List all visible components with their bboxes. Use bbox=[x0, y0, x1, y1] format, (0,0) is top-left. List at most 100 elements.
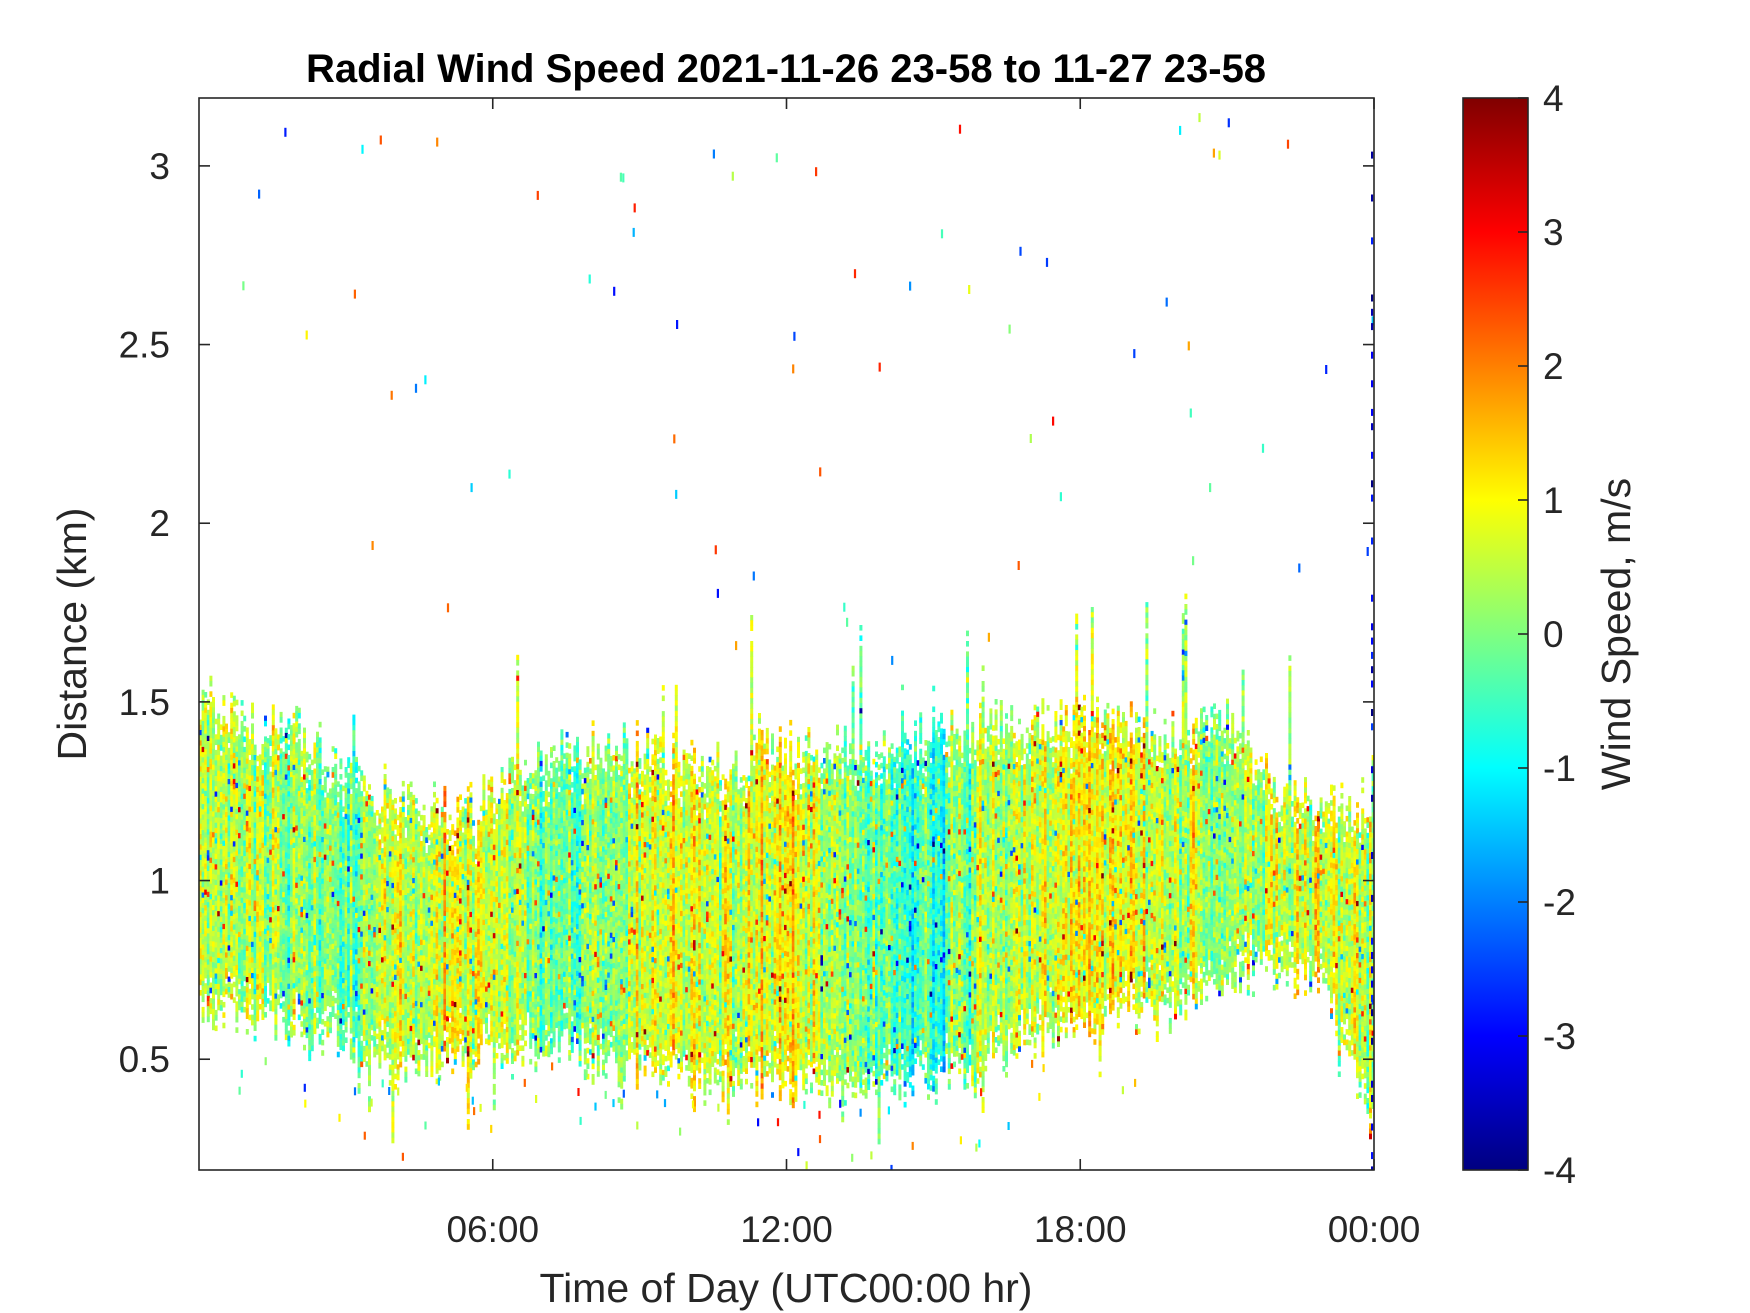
heat-cell bbox=[396, 845, 400, 852]
heat-cell bbox=[362, 926, 366, 932]
heat-cell bbox=[342, 936, 345, 942]
heat-cell bbox=[287, 806, 291, 813]
heat-cell bbox=[365, 884, 369, 890]
heat-cell bbox=[435, 860, 439, 866]
heat-cell bbox=[417, 894, 421, 900]
heat-cell bbox=[396, 923, 400, 930]
heat-cell bbox=[412, 1054, 416, 1061]
heat-cell bbox=[440, 879, 444, 886]
heat-cell bbox=[300, 875, 304, 882]
heat-cell bbox=[349, 934, 353, 940]
heat-cell bbox=[225, 926, 228, 932]
heat-cell bbox=[287, 988, 291, 995]
heat-cell bbox=[334, 951, 338, 957]
heat-cell bbox=[355, 964, 358, 971]
heat-cell bbox=[238, 833, 241, 839]
heat-cell bbox=[308, 1050, 312, 1056]
heat-cell bbox=[339, 992, 343, 998]
heat-cell bbox=[414, 891, 418, 898]
heat-cell bbox=[235, 819, 239, 825]
heat-cell bbox=[240, 798, 244, 805]
heat-cell bbox=[264, 975, 267, 982]
heat-cell bbox=[212, 962, 215, 968]
heat-cell bbox=[401, 952, 405, 959]
heat-cell bbox=[427, 928, 431, 934]
heat-cell bbox=[284, 1029, 288, 1035]
heat-cell bbox=[217, 999, 221, 1006]
heat-cell bbox=[245, 826, 249, 832]
heat-cell bbox=[284, 878, 288, 885]
heat-cell bbox=[404, 1025, 408, 1031]
heat-cell bbox=[209, 831, 213, 838]
heat-cell bbox=[370, 915, 374, 922]
heat-cell bbox=[264, 798, 267, 805]
heat-cell bbox=[386, 797, 390, 804]
heat-cell bbox=[253, 744, 257, 751]
heat-cell bbox=[222, 866, 226, 873]
heat-cell bbox=[409, 823, 413, 829]
heat-cell bbox=[342, 920, 345, 927]
heat-cell bbox=[292, 1024, 296, 1031]
heat-cell bbox=[261, 920, 265, 927]
heat-cell bbox=[295, 768, 299, 774]
heat-cell bbox=[253, 859, 257, 865]
heat-cell bbox=[310, 759, 314, 766]
heat-cell bbox=[430, 1055, 434, 1062]
heat-cell bbox=[308, 826, 312, 833]
heat-cell bbox=[243, 954, 247, 961]
heat-cell bbox=[407, 804, 410, 811]
heat-cell bbox=[336, 1036, 340, 1042]
heat-cell bbox=[404, 1035, 408, 1041]
heat-cell bbox=[321, 899, 325, 905]
heat-cell bbox=[329, 918, 332, 924]
heat-cell bbox=[274, 775, 278, 781]
heat-cell bbox=[282, 938, 286, 945]
heat-cell bbox=[292, 759, 296, 766]
heat-cell bbox=[414, 938, 418, 945]
heat-cell bbox=[417, 920, 421, 926]
heat-cell bbox=[412, 992, 416, 998]
heat-cell bbox=[414, 896, 418, 903]
heat-cell bbox=[407, 955, 410, 962]
heat-cell bbox=[222, 991, 226, 998]
heat-cell bbox=[352, 1026, 356, 1033]
heat-cell bbox=[414, 855, 418, 861]
heat-cell bbox=[360, 775, 364, 782]
heat-cell bbox=[326, 979, 330, 986]
heat-cell bbox=[386, 974, 390, 981]
heat-cell bbox=[318, 966, 322, 972]
heat-cell bbox=[295, 757, 299, 764]
heat-cell bbox=[409, 802, 413, 808]
heat-cell bbox=[347, 793, 351, 800]
heat-cell bbox=[435, 943, 439, 949]
heat-cell bbox=[253, 848, 257, 855]
heat-cell bbox=[404, 822, 408, 828]
heat-cell bbox=[266, 894, 270, 900]
heat-cell bbox=[316, 960, 319, 967]
heat-cell bbox=[336, 822, 340, 829]
heat-cell bbox=[391, 820, 395, 827]
heat-cell bbox=[417, 914, 421, 921]
heat-cell bbox=[407, 1007, 410, 1014]
heat-cell bbox=[375, 976, 379, 982]
heat-cell bbox=[264, 741, 267, 748]
heat-cell bbox=[295, 960, 299, 967]
heat-cell bbox=[323, 906, 327, 913]
heat-cell bbox=[243, 949, 247, 956]
heat-cell bbox=[264, 762, 267, 768]
heat-cell bbox=[344, 964, 348, 971]
heat-cell bbox=[287, 822, 291, 829]
heat-cell bbox=[225, 910, 228, 917]
heat-cell bbox=[412, 800, 416, 806]
heat-cell bbox=[443, 858, 447, 865]
heat-cell bbox=[396, 887, 400, 894]
heat-cell bbox=[417, 1018, 421, 1025]
heat-cell bbox=[310, 1019, 314, 1026]
heat-cell bbox=[347, 876, 351, 883]
heat-cell bbox=[399, 926, 403, 933]
heat-cell bbox=[373, 854, 377, 860]
heat-cell bbox=[438, 991, 442, 998]
heat-cell bbox=[305, 886, 309, 893]
heat-cell bbox=[433, 885, 436, 892]
heat-cell bbox=[355, 944, 358, 950]
